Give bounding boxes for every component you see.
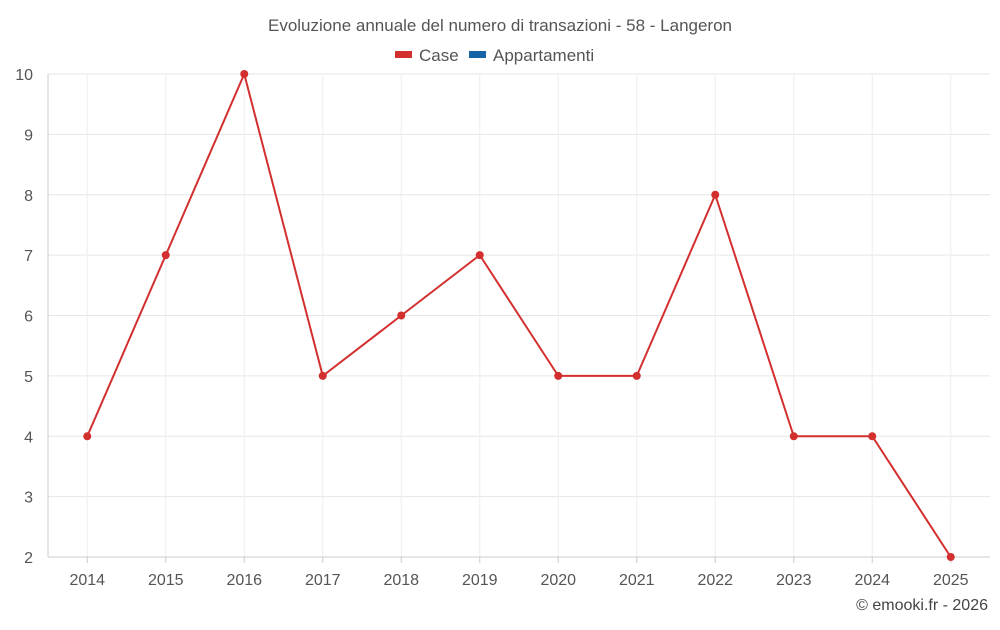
legend-item-appartamenti[interactable]: Appartamenti: [469, 46, 594, 65]
data-point[interactable]: [789, 432, 798, 441]
legend-swatch-case: [395, 51, 412, 58]
data-point[interactable]: [397, 311, 406, 320]
series-line-case: [86, 73, 952, 558]
data-point[interactable]: [711, 190, 720, 199]
x-tick-label: 2017: [305, 572, 341, 589]
data-point[interactable]: [83, 432, 92, 441]
y-tick-label: 8: [24, 188, 33, 205]
x-tick-label: 2022: [697, 572, 733, 589]
legend-label-case: Case: [419, 46, 459, 65]
y-tick-label: 2: [24, 550, 33, 567]
data-point[interactable]: [632, 371, 641, 380]
x-tick-label: 2018: [383, 572, 419, 589]
x-tick-label: 2024: [854, 572, 890, 589]
data-point[interactable]: [868, 432, 877, 441]
y-tick-label: 3: [24, 490, 33, 507]
y-tick-label: 10: [15, 67, 33, 84]
x-tick-label: 2021: [619, 572, 655, 589]
y-tick-label: 6: [24, 309, 33, 326]
x-tick-label: 2016: [226, 572, 262, 589]
data-point[interactable]: [161, 251, 170, 260]
legend: Case Appartamenti: [395, 46, 594, 65]
series-case: [83, 70, 955, 561]
x-tick-label: 2020: [540, 572, 576, 589]
data-point[interactable]: [946, 553, 955, 561]
credit-text: © emooki.fr - 2026: [856, 597, 988, 614]
data-point[interactable]: [475, 251, 484, 260]
y-tick-label: 7: [24, 248, 33, 265]
x-tick-label: 2023: [776, 572, 812, 589]
x-tick-label: 2014: [69, 572, 105, 589]
x-tick-label: 2025: [933, 572, 969, 589]
legend-item-case[interactable]: Case: [395, 46, 459, 65]
data-point[interactable]: [554, 371, 563, 380]
x-tick-label: 2015: [148, 572, 184, 589]
y-tick-label: 5: [24, 369, 33, 386]
y-tick-label: 4: [24, 429, 33, 446]
data-point[interactable]: [240, 70, 249, 78]
axes: 2 3 4 5 6 7 8 9 10 2014 2015 2016 2017 2018 2019 2020 20…: [15, 67, 990, 589]
x-tick-label: 2019: [462, 572, 498, 589]
data-point[interactable]: [318, 371, 327, 380]
chart-title: Evoluzione annuale del numero di transaz…: [268, 16, 732, 35]
y-tick-label: 9: [24, 127, 33, 144]
legend-label-appartamenti: Appartamenti: [493, 46, 594, 65]
legend-swatch-appartamenti: [469, 51, 486, 58]
